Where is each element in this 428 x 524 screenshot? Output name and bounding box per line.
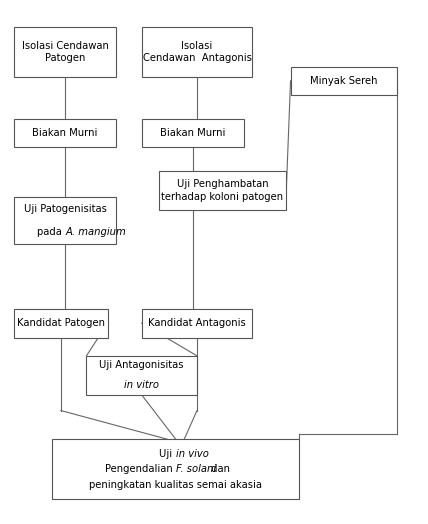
FancyBboxPatch shape	[52, 439, 299, 499]
Text: in vivo: in vivo	[176, 449, 208, 458]
Text: Isolasi Cendawan
Patogen: Isolasi Cendawan Patogen	[22, 41, 109, 63]
FancyBboxPatch shape	[14, 197, 116, 244]
Text: F. solani: F. solani	[176, 464, 216, 474]
Text: Uji Penghambatan
terhadap koloni patogen: Uji Penghambatan terhadap koloni patogen	[161, 179, 284, 202]
Text: dan: dan	[208, 464, 229, 474]
FancyBboxPatch shape	[142, 309, 252, 337]
FancyBboxPatch shape	[14, 27, 116, 77]
Text: Kandidat Patogen: Kandidat Patogen	[17, 318, 105, 328]
FancyBboxPatch shape	[14, 118, 116, 147]
FancyBboxPatch shape	[159, 171, 286, 210]
FancyBboxPatch shape	[291, 67, 397, 95]
FancyBboxPatch shape	[142, 118, 244, 147]
Text: Uji Patogenisitas: Uji Patogenisitas	[24, 204, 107, 214]
Text: Uji: Uji	[160, 449, 176, 458]
FancyBboxPatch shape	[14, 309, 108, 337]
Text: Kandidat Antagonis: Kandidat Antagonis	[148, 318, 246, 328]
Text: Isolasi
Cendawan  Antagonis: Isolasi Cendawan Antagonis	[143, 41, 251, 63]
Text: pada: pada	[37, 227, 65, 237]
Text: Uji Antagonisitas: Uji Antagonisitas	[99, 360, 184, 370]
Text: Biakan Murni: Biakan Murni	[160, 128, 226, 138]
Text: Minyak Sereh: Minyak Sereh	[310, 76, 377, 86]
FancyBboxPatch shape	[86, 356, 197, 395]
Text: Biakan Murni: Biakan Murni	[33, 128, 98, 138]
Text: A. mangium: A. mangium	[65, 227, 126, 237]
Text: in vitro: in vitro	[124, 380, 159, 390]
Text: Pengendalian: Pengendalian	[105, 464, 176, 474]
FancyBboxPatch shape	[142, 27, 252, 77]
Text: peningkatan kualitas semai akasia: peningkatan kualitas semai akasia	[89, 480, 262, 490]
